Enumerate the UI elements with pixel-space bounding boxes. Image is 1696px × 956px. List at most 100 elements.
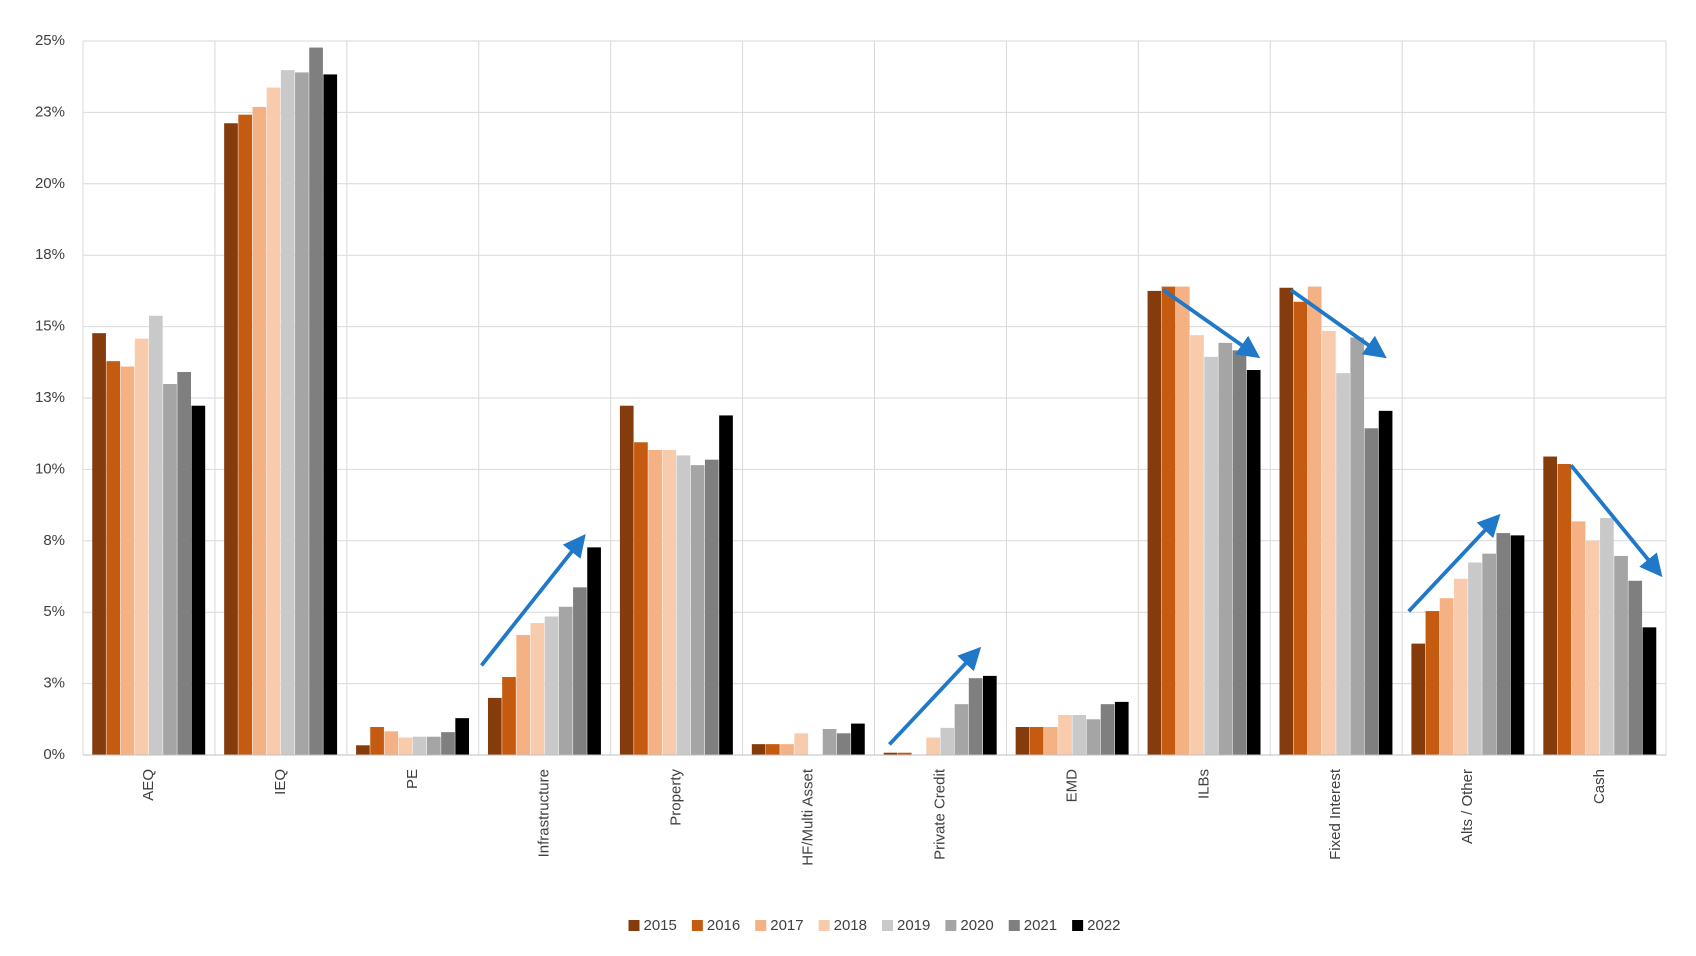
x-tick-label: IEQ — [272, 769, 289, 795]
y-tick-label: 20% — [35, 175, 65, 192]
bar — [648, 449, 662, 755]
bar — [455, 718, 470, 755]
bar — [1642, 627, 1657, 755]
bar — [487, 697, 502, 755]
x-tick-label: Property — [668, 769, 685, 826]
legend-swatch — [691, 920, 703, 931]
bar — [940, 727, 955, 755]
bar — [780, 744, 794, 755]
bar — [587, 547, 601, 755]
x-tick-label: Alts / Other — [1459, 769, 1476, 844]
legend-label: 2021 — [1024, 917, 1057, 934]
bar — [502, 677, 516, 755]
bar — [836, 733, 851, 755]
bar — [573, 587, 587, 755]
bar — [1336, 373, 1350, 755]
legend-swatch — [882, 920, 893, 931]
bar — [426, 736, 441, 755]
bar — [983, 675, 997, 755]
bar — [1543, 456, 1557, 755]
y-tick-label: 8% — [43, 532, 65, 549]
bar — [851, 723, 865, 755]
bar — [1439, 598, 1454, 755]
bar — [794, 733, 809, 755]
y-tick-label: 18% — [35, 246, 65, 263]
legend-label: 2022 — [1087, 917, 1120, 934]
y-tick-label: 5% — [43, 603, 65, 620]
legend-label: 2019 — [897, 917, 930, 934]
legend-swatch — [818, 920, 830, 931]
bar — [1322, 330, 1336, 755]
y-tick-label: 15% — [35, 318, 65, 335]
bar — [897, 752, 912, 755]
bar — [1585, 540, 1600, 755]
bar — [558, 606, 573, 755]
bar — [1628, 580, 1643, 755]
legend-swatch — [1072, 920, 1084, 931]
bar — [1350, 337, 1365, 755]
y-tick-label: 0% — [43, 746, 65, 763]
bar — [1100, 704, 1115, 755]
bar — [1015, 727, 1030, 755]
bar — [544, 616, 559, 755]
trend-arrow — [1162, 288, 1261, 359]
bar — [120, 366, 135, 755]
bar — [252, 106, 267, 755]
bar — [1161, 286, 1176, 755]
bar — [751, 744, 766, 755]
x-tick-label: Infrastructure — [536, 769, 553, 857]
bar — [1086, 719, 1101, 755]
trend-arrow — [1569, 464, 1663, 578]
y-tick-label: 23% — [35, 103, 65, 120]
x-tick-label: AEQ — [140, 769, 157, 801]
legend-label: 2016 — [707, 917, 740, 934]
bar — [968, 678, 983, 755]
bar — [634, 442, 648, 755]
bar — [530, 623, 545, 755]
bar — [412, 736, 427, 755]
trend-arrow — [480, 533, 586, 667]
legend-label: 2018 — [834, 917, 867, 934]
bar — [1411, 643, 1426, 755]
bar — [191, 405, 206, 755]
bar — [177, 372, 192, 755]
bar — [1600, 517, 1614, 755]
bar — [1114, 701, 1129, 755]
bar — [662, 449, 677, 755]
bar — [1468, 562, 1482, 755]
bar — [356, 745, 370, 755]
bar — [1147, 290, 1162, 755]
bar — [1453, 578, 1468, 755]
bar — [1044, 727, 1058, 755]
bar — [1204, 356, 1218, 755]
y-tick-label: 25% — [35, 32, 65, 49]
bar — [1364, 428, 1379, 755]
x-tick-label: EMD — [1063, 769, 1080, 803]
bar — [92, 333, 106, 755]
bar — [163, 384, 177, 755]
bar — [883, 752, 898, 755]
bar — [398, 737, 413, 755]
bar — [106, 361, 121, 755]
y-tick-label: 10% — [35, 460, 65, 477]
trend-arrow — [888, 646, 982, 746]
bar — [1482, 553, 1496, 755]
bar — [323, 74, 338, 755]
bar — [1190, 335, 1204, 755]
legend-swatch — [755, 920, 767, 931]
bar — [370, 727, 384, 755]
bar — [266, 87, 281, 756]
legend: 2015 2016 2017 2018 2019 2020 2021 2022 — [628, 917, 1121, 934]
trend-arrow — [1407, 513, 1501, 613]
bar — [954, 704, 969, 755]
bar — [1307, 286, 1322, 755]
bar — [1072, 715, 1087, 755]
bar — [1232, 350, 1247, 755]
bar — [224, 123, 238, 755]
bar — [719, 415, 733, 755]
bar — [1557, 463, 1572, 755]
bar — [309, 47, 323, 756]
bar — [1279, 287, 1294, 755]
bar — [619, 405, 634, 755]
